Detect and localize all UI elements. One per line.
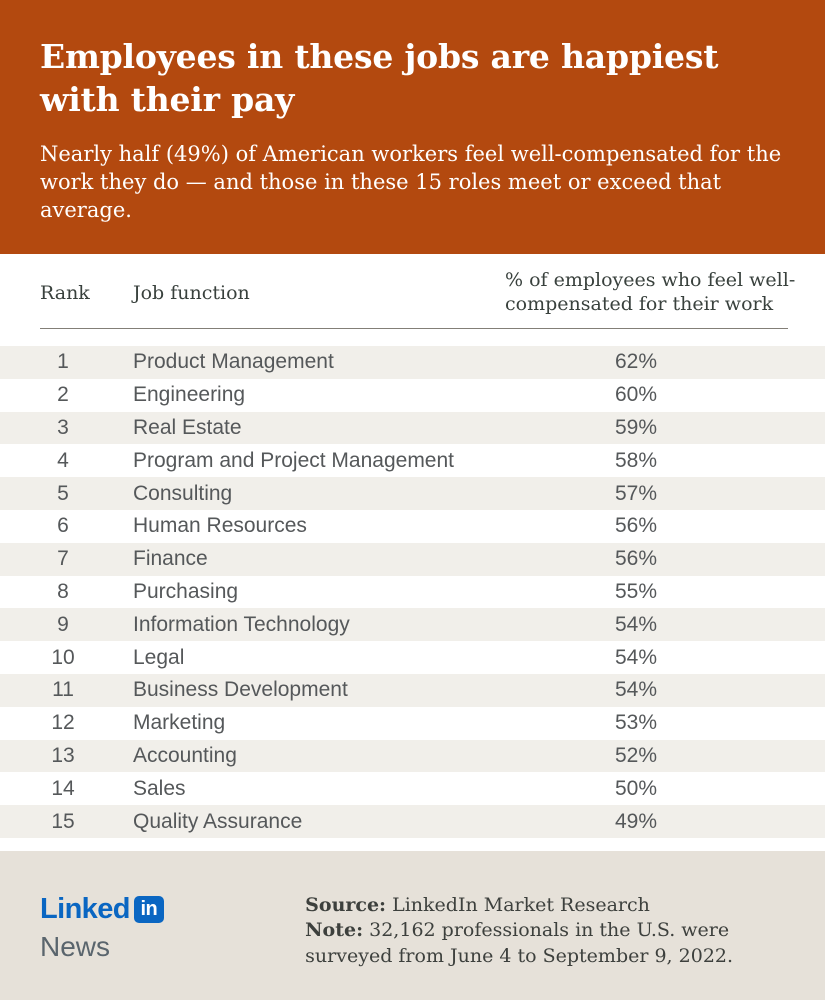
page-title: Employees in these jobs are happiest wit… (40, 37, 719, 119)
table-body: 1 Product Management 62% 2 Engineering 6… (0, 346, 825, 838)
job-cell: Accounting (133, 743, 237, 767)
column-header-percentage: % of employees who feel well-compensated… (505, 269, 796, 315)
header-divider (40, 328, 788, 329)
job-cell: Finance (133, 547, 208, 571)
pct-cell: 57% (615, 481, 658, 505)
table-row: 5 Consulting 57% (0, 477, 825, 510)
hero-header: Employees in these jobs are happiest wit… (0, 0, 825, 254)
source-label: Source: (305, 894, 387, 916)
job-cell: Marketing (133, 711, 226, 735)
pct-cell: 55% (615, 579, 658, 603)
table-row: 1 Product Management 62% (0, 346, 825, 379)
rank-cell: 2 (57, 383, 69, 407)
rank-cell: 8 (57, 579, 69, 603)
pct-cell: 54% (615, 612, 658, 636)
rank-cell: 4 (57, 448, 69, 472)
pct-cell: 59% (615, 415, 658, 439)
footer: Linked in News Source: LinkedIn Market R… (0, 851, 825, 1000)
rank-cell: 5 (57, 481, 69, 505)
note-line: Note: 32,162 professionals in the U.S. w… (305, 918, 790, 969)
job-cell: Legal (133, 645, 185, 669)
job-cell: Product Management (133, 350, 334, 374)
pct-cell: 56% (615, 547, 658, 571)
rank-cell: 7 (57, 547, 69, 571)
rank-cell: 6 (57, 514, 69, 538)
table-row: 15 Quality Assurance 49% (0, 805, 825, 838)
linkedin-news-logo: Linked in News (40, 893, 305, 1000)
pct-cell: 60% (615, 383, 658, 407)
table-row: 2 Engineering 60% (0, 379, 825, 412)
pct-cell: 50% (615, 776, 658, 800)
pct-cell: 54% (615, 645, 658, 669)
rank-cell: 3 (57, 415, 69, 439)
rank-cell: 1 (57, 350, 69, 374)
rank-cell: 12 (51, 711, 75, 735)
note-text: 32,162 professionals in the U.S. were su… (305, 919, 734, 967)
source-line: Source: LinkedIn Market Research (305, 893, 790, 918)
pct-cell: 58% (615, 448, 658, 472)
linkedin-logo-wordmark: Linked (40, 893, 130, 925)
job-cell: Engineering (133, 383, 246, 407)
source-text: LinkedIn Market Research (386, 894, 650, 916)
table-row: 6 Human Resources 56% (0, 510, 825, 543)
linkedin-in-icon: in (133, 896, 164, 923)
job-cell: Information Technology (133, 612, 350, 636)
job-cell: Purchasing (133, 579, 239, 603)
job-cell: Business Development (133, 678, 348, 702)
table-row: 3 Real Estate 59% (0, 411, 825, 445)
linkedin-news-label: News (40, 931, 111, 962)
table-header-row: Rank Job function % of employees who fee… (0, 254, 825, 328)
footer-notes: Source: LinkedIn Market Research Note: 3… (305, 893, 790, 1000)
job-cell: Real Estate (133, 415, 242, 439)
table-row: 10 Legal 54% (0, 641, 825, 674)
pct-cell: 62% (615, 350, 658, 374)
column-header-job-function: Job function (133, 282, 250, 304)
table-row: 13 Accounting 52% (0, 739, 825, 773)
pct-cell: 53% (615, 711, 658, 735)
pct-cell: 52% (615, 743, 658, 767)
page-subtitle: Nearly half (49%) of American workers fe… (40, 141, 782, 223)
job-cell: Consulting (133, 481, 233, 505)
rank-cell: 15 (51, 809, 75, 833)
table-row: 8 Purchasing 55% (0, 576, 825, 609)
pct-cell: 54% (615, 678, 658, 702)
job-cell: Human Resources (133, 514, 307, 538)
rank-cell: 11 (52, 678, 74, 702)
job-cell: Sales (133, 776, 186, 800)
table-row: 11 Business Development 54% (0, 673, 825, 707)
rank-cell: 13 (51, 743, 75, 767)
column-header-rank: Rank (40, 282, 90, 304)
table-row: 12 Marketing 53% (0, 707, 825, 740)
note-label: Note: (305, 919, 364, 942)
table-row: 14 Sales 50% (0, 772, 825, 805)
job-cell: Quality Assurance (133, 809, 303, 833)
rank-cell: 9 (57, 612, 69, 636)
table-row: 7 Finance 56% (0, 542, 825, 576)
rankings-table: Rank Job function % of employees who fee… (0, 254, 825, 838)
pct-cell: 56% (615, 514, 658, 538)
rank-cell: 14 (51, 776, 75, 800)
linkedin-logo: Linked in (40, 893, 305, 926)
table-row: 4 Program and Project Management 58% (0, 444, 825, 477)
table-row: 9 Information Technology 54% (0, 608, 825, 642)
linkedin-in-icon-text: in (140, 898, 158, 920)
pct-cell: 49% (615, 809, 658, 833)
rank-cell: 10 (51, 645, 75, 669)
job-cell: Program and Project Management (133, 448, 454, 472)
